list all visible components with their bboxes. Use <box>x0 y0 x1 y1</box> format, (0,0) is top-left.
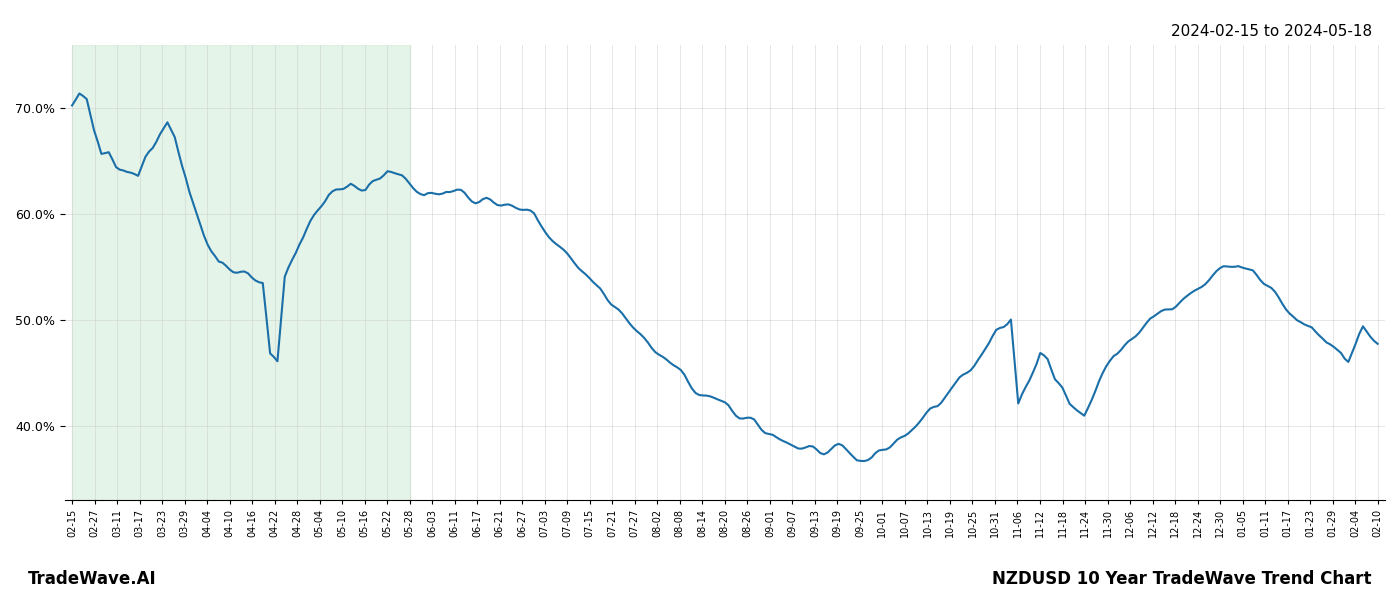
Text: TradeWave.AI: TradeWave.AI <box>28 570 157 588</box>
Text: NZDUSD 10 Year TradeWave Trend Chart: NZDUSD 10 Year TradeWave Trend Chart <box>993 570 1372 588</box>
Text: 2024-02-15 to 2024-05-18: 2024-02-15 to 2024-05-18 <box>1170 24 1372 39</box>
Bar <box>71 45 410 500</box>
